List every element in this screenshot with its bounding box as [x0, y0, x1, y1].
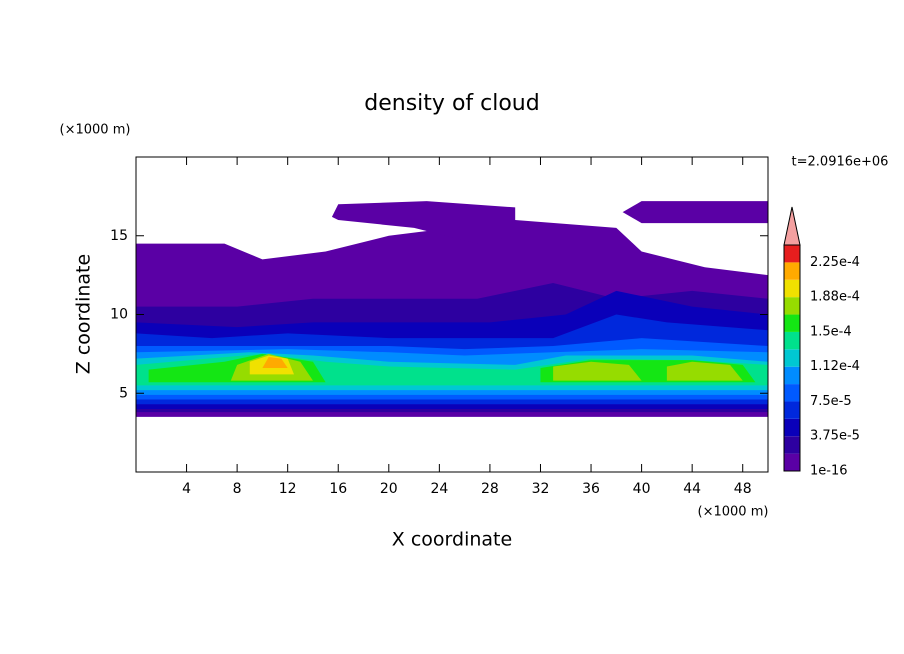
time-label: t=2.0916e+06: [792, 155, 889, 170]
x-tick-label: 4: [182, 481, 191, 497]
y-unit: (×1000 m): [60, 123, 131, 138]
colorbar-band: [784, 245, 800, 263]
colorbar-band: [784, 297, 800, 315]
colorbar-label: 7.5e-5: [810, 394, 852, 409]
colorbar-band: [784, 349, 800, 367]
colorbar-band: [784, 436, 800, 454]
contour-field: [136, 201, 768, 417]
colorbar-label: 1.5e-4: [810, 324, 852, 339]
x-tick-label: 12: [279, 481, 297, 497]
x-tick-label: 20: [380, 481, 398, 497]
x-tick-label: 28: [481, 481, 499, 497]
y-tick-label: 10: [110, 307, 128, 323]
contour-region: [262, 357, 288, 369]
colorbar-band: [784, 262, 800, 280]
colorbar-band: [784, 453, 800, 471]
x-tick-label: 16: [329, 481, 347, 497]
colorbar-band: [784, 401, 800, 419]
y-tick-label: 15: [110, 228, 128, 244]
x-unit: (×1000 m): [698, 505, 769, 520]
x-tick-label: 44: [683, 481, 701, 497]
colorbar-band: [784, 418, 800, 437]
x-tick-label: 32: [532, 481, 550, 497]
y-tick-label: 5: [119, 385, 128, 401]
contour-region: [331, 201, 516, 244]
x-tick-label: 36: [582, 481, 600, 497]
x-axis-label: X coordinate: [392, 529, 512, 551]
colorbar-label: 2.25e-4: [810, 255, 860, 270]
colorbar-band: [784, 279, 800, 298]
colorbar-label: 1.88e-4: [810, 290, 860, 305]
contour-region: [553, 361, 642, 381]
colorbar-band: [784, 366, 800, 385]
colorbar-frame: [783, 244, 801, 472]
colorbar-band: [784, 314, 800, 332]
colorbar-label: 1.12e-4: [810, 359, 860, 374]
colorbar-band: [784, 331, 800, 350]
x-tick-label: 24: [430, 481, 448, 497]
colorbar-label: 3.75e-5: [810, 429, 860, 444]
contour-region: [666, 361, 743, 381]
chart-title: density of cloud: [364, 91, 539, 116]
contour-region: [622, 201, 768, 224]
y-axis-label: Z coordinate: [73, 254, 95, 374]
colorbar-extension: [783, 206, 801, 246]
x-tick-label: 8: [233, 481, 242, 497]
colorbar-band: [784, 384, 800, 402]
colorbar-label: 1e-16: [810, 464, 848, 479]
x-tick-label: 48: [734, 481, 752, 497]
x-tick-label: 40: [633, 481, 651, 497]
